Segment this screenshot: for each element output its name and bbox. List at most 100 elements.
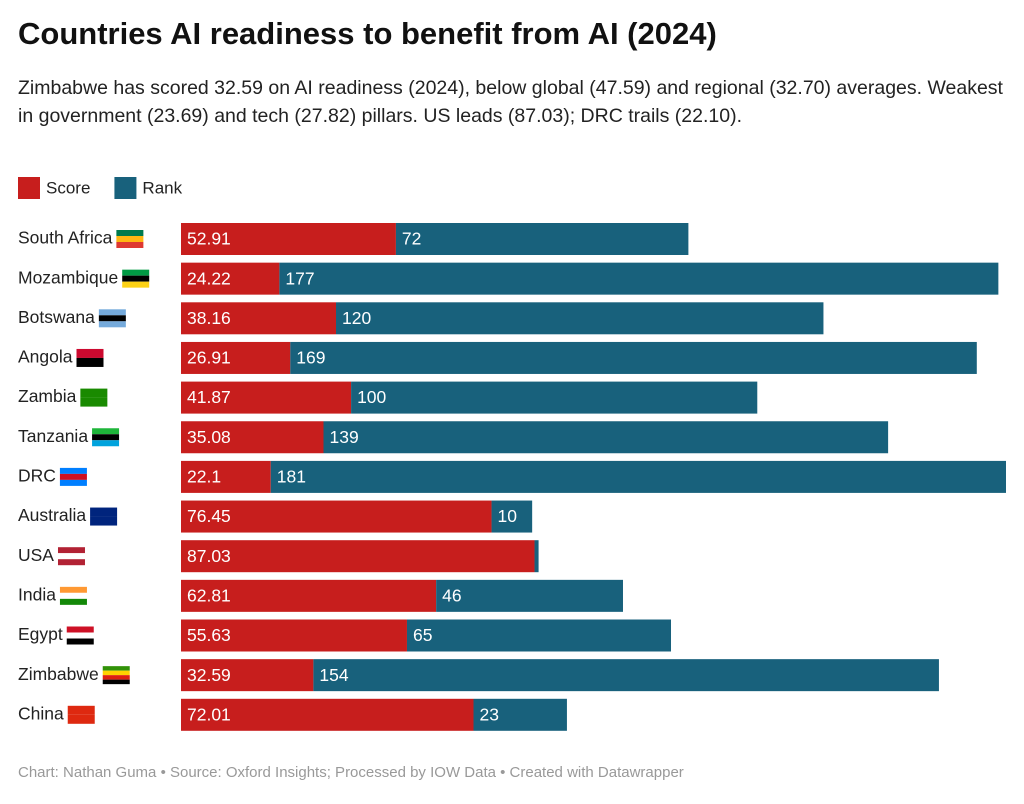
y-tick-label: Egypt bbox=[18, 624, 63, 644]
y-tick-label: DRC bbox=[18, 466, 56, 486]
bar-segment bbox=[181, 302, 337, 335]
data-label: 41.87 bbox=[187, 387, 231, 407]
y-tick-label: Zimbabwe bbox=[18, 664, 99, 684]
flag-stripe bbox=[102, 679, 130, 685]
bar-segment bbox=[181, 341, 291, 374]
bar-segment bbox=[181, 659, 314, 692]
bar-segment bbox=[181, 460, 271, 493]
flag-stripe bbox=[122, 269, 150, 276]
flag-stripe bbox=[98, 309, 126, 316]
flag-stripe bbox=[59, 586, 87, 593]
flag-stripe bbox=[59, 479, 87, 486]
data-label: 87.03 bbox=[187, 546, 231, 566]
data-label: 32.59 bbox=[187, 665, 231, 685]
data-label: 35.08 bbox=[187, 427, 231, 447]
bar-segment bbox=[395, 223, 689, 255]
flag-stripe bbox=[67, 714, 95, 724]
legend-swatch bbox=[114, 177, 137, 199]
bar-segment bbox=[181, 262, 280, 295]
bar-segment bbox=[436, 579, 623, 612]
data-label: 72.01 bbox=[187, 704, 231, 724]
bar-segment bbox=[270, 460, 1006, 493]
y-tick-label: Zambia bbox=[18, 386, 77, 406]
flag-stripe bbox=[59, 467, 87, 474]
flag-stripe bbox=[66, 638, 94, 645]
data-label: 65 bbox=[413, 625, 432, 645]
data-label: 169 bbox=[296, 348, 325, 368]
data-label: 26.91 bbox=[187, 348, 231, 368]
data-label: 100 bbox=[357, 387, 386, 407]
data-label: 23 bbox=[480, 704, 499, 724]
data-label: 52.91 bbox=[187, 229, 231, 249]
bar-segment bbox=[181, 421, 324, 454]
flag-stripe bbox=[102, 666, 130, 671]
flag-stripe bbox=[67, 705, 95, 715]
flag-stripe bbox=[57, 553, 85, 560]
flag-stripe bbox=[57, 559, 85, 566]
flag-stripe bbox=[122, 275, 150, 282]
bar-segment bbox=[181, 540, 535, 573]
bar-segment bbox=[181, 223, 396, 255]
flag-stripe bbox=[116, 242, 144, 248]
y-tick-label: Angola bbox=[18, 347, 73, 367]
y-tick-label: USA bbox=[18, 545, 54, 565]
bar-segment bbox=[181, 698, 474, 731]
bar-segment bbox=[181, 579, 437, 612]
flag-stripe bbox=[92, 434, 120, 441]
flag-stripe bbox=[59, 598, 87, 605]
flag-stripe bbox=[92, 440, 120, 447]
data-label: 46 bbox=[442, 585, 461, 605]
flag-stripe bbox=[116, 236, 144, 242]
data-label: 181 bbox=[277, 467, 306, 487]
y-tick-label: Australia bbox=[18, 505, 86, 525]
y-tick-label: Botswana bbox=[18, 307, 95, 327]
bar-segment bbox=[534, 540, 539, 573]
bar-segment bbox=[290, 341, 977, 374]
flag-stripe bbox=[98, 315, 126, 322]
flag-stripe bbox=[66, 626, 94, 633]
data-label: 55.63 bbox=[187, 625, 231, 645]
data-label: 38.16 bbox=[187, 308, 231, 328]
chart: Score Rank South Africa 52.91 72 Mozambique 24… bbox=[18, 177, 1006, 731]
flag-stripe bbox=[98, 321, 126, 328]
bar-segment bbox=[336, 302, 824, 335]
chart-title: Countries AI readiness to benefit from A… bbox=[18, 16, 717, 51]
data-label: 24.22 bbox=[187, 268, 231, 288]
y-tick-label: Mozambique bbox=[18, 267, 118, 287]
data-label: 10 bbox=[498, 506, 518, 526]
chart-footer: Chart: Nathan Guma • Source: Oxford Insi… bbox=[18, 764, 684, 781]
flag-stripe bbox=[116, 230, 144, 236]
flag-stripe bbox=[102, 675, 130, 680]
y-tick-label: South Africa bbox=[18, 228, 113, 248]
flag-stripe bbox=[66, 632, 94, 639]
data-label: 62.81 bbox=[187, 585, 231, 605]
bar-segment bbox=[313, 659, 939, 692]
chart-subtitle: Zimbabwe has scored 32.59 on AI readines… bbox=[18, 77, 1003, 127]
bar-segment bbox=[181, 381, 352, 414]
data-label: 76.45 bbox=[187, 506, 231, 526]
flag-stripe bbox=[59, 592, 87, 599]
data-label: 177 bbox=[285, 268, 314, 288]
data-label: 154 bbox=[319, 665, 348, 685]
flag-stripe bbox=[80, 397, 108, 407]
flag-stripe bbox=[102, 670, 130, 676]
data-label: 120 bbox=[342, 308, 371, 328]
legend-swatch bbox=[18, 177, 40, 199]
bar-segment bbox=[406, 619, 672, 652]
flag-stripe bbox=[90, 516, 118, 526]
bar-segment bbox=[181, 619, 407, 652]
y-tick-label: India bbox=[18, 584, 56, 604]
bar-segment bbox=[181, 500, 492, 533]
flag-stripe bbox=[92, 428, 120, 435]
flag-stripe bbox=[59, 473, 87, 480]
legend-label: Rank bbox=[142, 178, 182, 197]
flag-stripe bbox=[80, 388, 108, 398]
flag-stripe bbox=[57, 547, 85, 554]
bar-segment bbox=[351, 381, 758, 414]
legend-label: Score bbox=[46, 178, 90, 197]
bar-segment bbox=[279, 262, 999, 295]
flag-stripe bbox=[76, 348, 104, 358]
bar-segment bbox=[323, 421, 889, 454]
flag-stripe bbox=[76, 357, 104, 367]
